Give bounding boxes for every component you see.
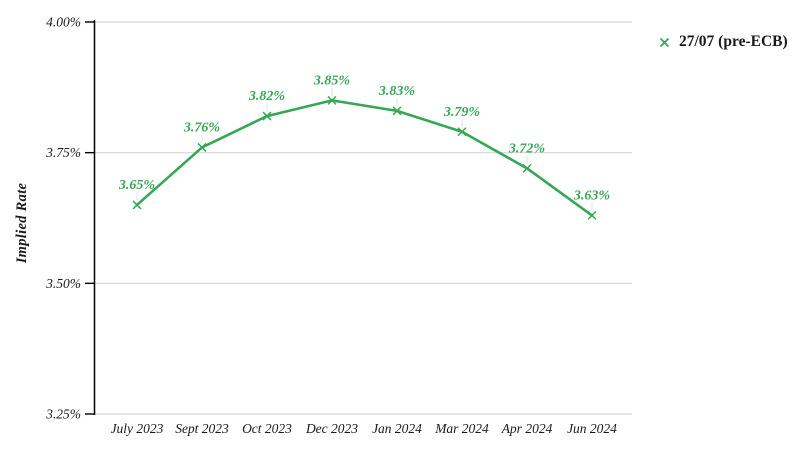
x-tick-label: Apr 2024 — [501, 421, 553, 436]
data-point-marker — [327, 95, 337, 105]
data-point-marker — [132, 200, 142, 210]
y-tick-label: 3.75% — [45, 145, 81, 160]
legend-series-label: 27/07 (pre-ECB) — [679, 33, 788, 50]
y-tick-label: 3.50% — [45, 276, 81, 291]
data-point-label: 3.63% — [573, 188, 610, 203]
legend: 27/07 (pre-ECB) — [659, 33, 788, 51]
x-marker-icon — [659, 37, 670, 47]
y-tick-label: 4.00% — [46, 15, 81, 30]
x-tick-label: Mar 2024 — [434, 421, 489, 436]
x-tick-label: Jan 2024 — [372, 421, 422, 436]
data-point-label: 3.65% — [118, 178, 155, 193]
data-point-marker — [522, 163, 532, 173]
data-point-label: 3.82% — [248, 89, 285, 104]
data-point-marker — [197, 142, 207, 152]
series-line — [135, 99, 594, 217]
data-point-marker — [457, 127, 467, 137]
data-point-label: 3.79% — [443, 105, 480, 120]
y-tick-label: 3.25% — [45, 407, 81, 422]
x-tick-label: Oct 2023 — [242, 421, 292, 436]
data-point-label: 3.85% — [313, 73, 350, 88]
data-point-marker — [262, 111, 272, 121]
data-point-label: 3.76% — [183, 120, 220, 135]
x-tick-label: July 2023 — [111, 421, 164, 436]
data-point-marker — [587, 210, 597, 220]
data-point-marker — [392, 106, 402, 116]
x-tick-label: Sept 2023 — [175, 421, 229, 436]
x-tick-label: Dec 2023 — [305, 421, 358, 436]
data-point-label: 3.72% — [508, 141, 545, 156]
data-point-label: 3.83% — [378, 84, 415, 99]
x-tick-label: Jun 2024 — [567, 421, 617, 436]
y-axis-title: Implied Rate — [14, 182, 30, 264]
